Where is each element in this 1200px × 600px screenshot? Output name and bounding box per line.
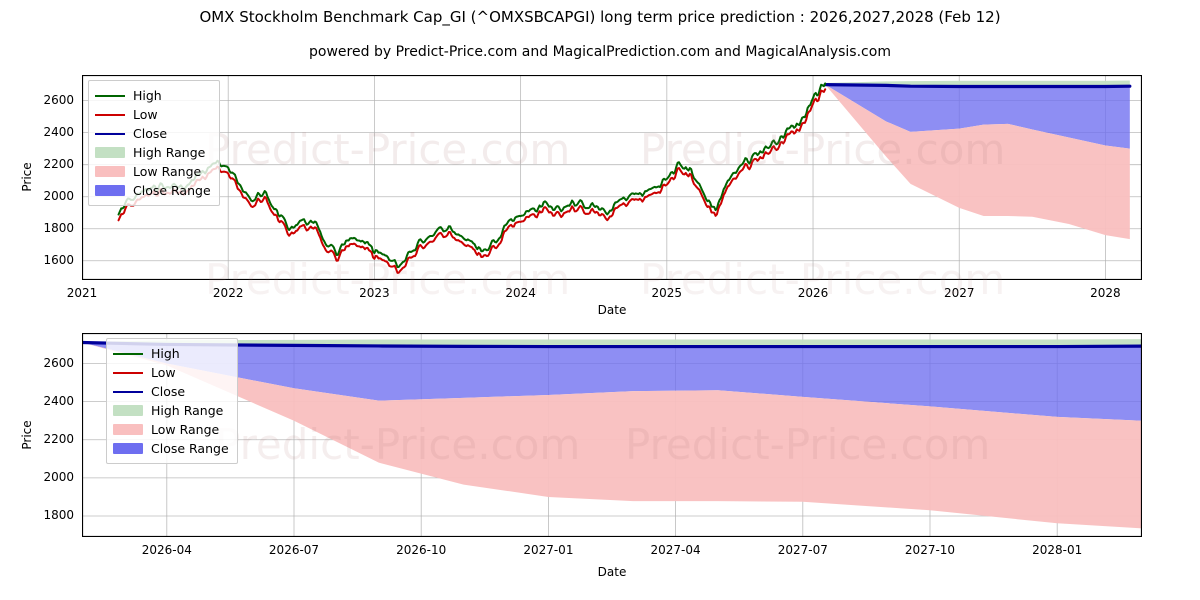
y-tick-label: 2600 xyxy=(43,92,74,107)
legend-label: Low xyxy=(151,365,176,380)
y-tick-label: 2200 xyxy=(43,431,74,446)
legend-label: Close Range xyxy=(133,183,211,198)
top-chart-xlabel: Date xyxy=(597,303,627,317)
legend-label: Close xyxy=(151,384,186,399)
x-tick-label: 2028-01 xyxy=(1032,543,1083,557)
y-tick-label: 1600 xyxy=(43,252,74,267)
forecast-close-line xyxy=(82,340,1142,349)
legend-label: High xyxy=(151,346,180,361)
legend-item-low: Low xyxy=(113,363,229,382)
forecast-close-line xyxy=(823,83,1132,89)
legend-patch-swatch xyxy=(113,424,143,435)
legend-line-swatch xyxy=(113,371,143,374)
legend-item-low-range: Low Range xyxy=(95,162,211,181)
bottom-chart-legend: High Low Close High Range Low Range Close Ran… xyxy=(106,338,238,464)
legend-label: Close Range xyxy=(151,441,229,456)
legend-label: Low xyxy=(133,107,158,122)
legend-line-swatch xyxy=(113,352,143,355)
legend-label: High Range xyxy=(151,403,224,418)
legend-item-high-range: High Range xyxy=(95,143,211,162)
x-tick-label: 2026-07 xyxy=(268,543,320,557)
x-tick-label: 2022 xyxy=(212,286,244,300)
legend-patch-swatch xyxy=(95,185,125,196)
y-tick-label: 2000 xyxy=(43,469,74,484)
close-range-band xyxy=(82,342,1142,421)
legend-patch-swatch xyxy=(113,405,143,416)
legend-label: High xyxy=(133,88,162,103)
legend-label: Low Range xyxy=(151,422,220,437)
top-chart-plot xyxy=(82,75,1142,280)
x-tick-label: 2027-10 xyxy=(904,543,956,557)
x-tick-label: 2021 xyxy=(66,286,98,300)
high-range-band xyxy=(825,80,1130,86)
low-range-band xyxy=(82,342,1142,529)
y-tick-label: 2600 xyxy=(43,355,74,370)
legend-patch-swatch xyxy=(95,166,125,177)
y-tick-label: 2400 xyxy=(43,124,74,139)
legend-item-close: Close xyxy=(95,124,211,143)
x-tick-label: 2026-04 xyxy=(141,543,192,557)
legend-line-swatch xyxy=(95,94,125,97)
top-chart-legend: High Low Close High Range Low Range Close Ran… xyxy=(88,80,220,206)
x-tick-label: 2025 xyxy=(651,286,683,300)
x-tick-label: 2027-07 xyxy=(777,543,828,557)
y-tick-label: 2400 xyxy=(43,393,74,408)
legend-line-swatch xyxy=(95,113,125,116)
history-high-line xyxy=(117,82,827,269)
x-tick-label: 2027 xyxy=(943,286,975,300)
history-low-line xyxy=(117,88,827,274)
legend-label: Low Range xyxy=(133,164,202,179)
legend-label: Close xyxy=(133,126,168,141)
legend-item-high-range: High Range xyxy=(113,401,229,420)
x-tick-label: 2026 xyxy=(797,286,829,300)
legend-patch-swatch xyxy=(95,147,125,158)
x-tick-label: 2023 xyxy=(359,286,390,300)
legend-patch-swatch xyxy=(113,443,143,454)
legend-item-close-range: Close Range xyxy=(95,181,211,200)
x-tick-label: 2027-01 xyxy=(523,543,574,557)
legend-item-close-range: Close Range xyxy=(113,439,229,458)
high-range-band xyxy=(82,339,1142,346)
page-title: OMX Stockholm Benchmark Cap_GI (^OMXSBCA… xyxy=(199,8,1001,26)
y-tick-label: 2200 xyxy=(43,156,74,171)
legend-item-close: Close xyxy=(113,382,229,401)
y-tick-label: 1800 xyxy=(43,220,74,235)
page-subtitle: powered by Predict-Price.com and Magical… xyxy=(309,44,891,60)
legend-label: High Range xyxy=(133,145,206,160)
legend-item-high: High xyxy=(95,86,211,105)
low-range-band xyxy=(825,84,1130,240)
legend-item-high: High xyxy=(113,344,229,363)
y-tick-label: 2000 xyxy=(43,188,74,203)
x-tick-label: 2024 xyxy=(505,286,536,300)
y-tick-label: 1800 xyxy=(43,508,74,523)
legend-line-swatch xyxy=(113,390,143,393)
legend-line-swatch xyxy=(95,132,125,135)
x-tick-label: 2026-10 xyxy=(396,543,447,557)
x-tick-label: 2027-04 xyxy=(650,543,701,557)
bottom-chart-xlabel: Date xyxy=(597,565,627,579)
legend-item-low-range: Low Range xyxy=(113,420,229,439)
x-tick-label: 2028 xyxy=(1090,286,1121,300)
legend-item-low: Low xyxy=(95,105,211,124)
bottom-chart-plot xyxy=(82,333,1142,537)
close-range-band xyxy=(825,84,1130,149)
